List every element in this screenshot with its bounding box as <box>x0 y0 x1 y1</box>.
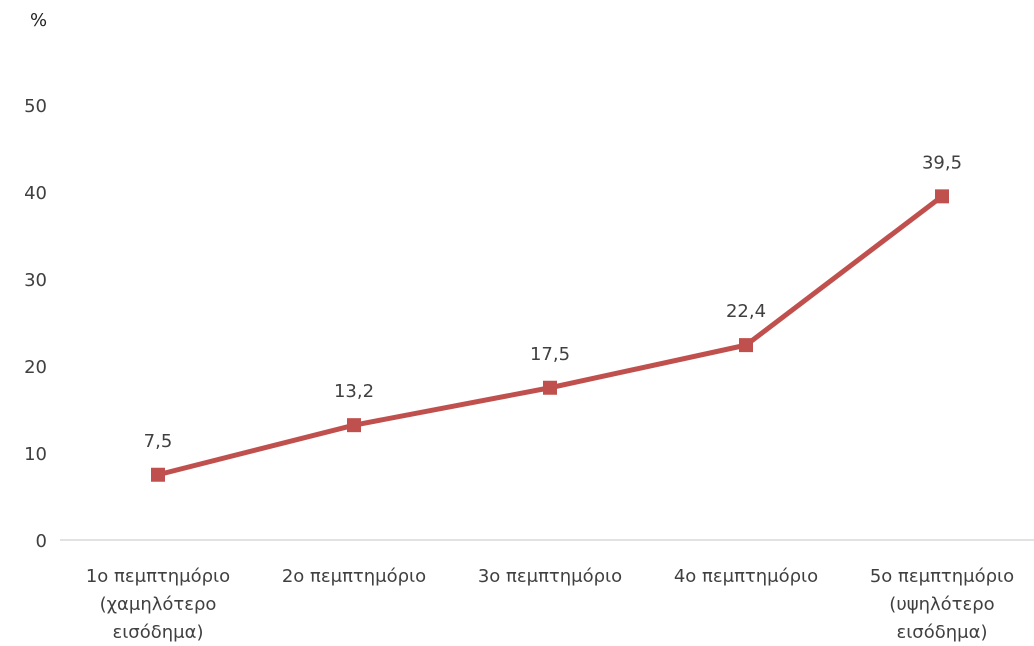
x-tick-label-line: 3ο πεμπτημόριο <box>478 566 622 587</box>
data-point-marker <box>543 380 557 395</box>
data-point-marker <box>739 338 753 353</box>
data-label: 17,5 <box>530 344 570 365</box>
data-labels: 7,5 13,2 17,5 22,4 39,5 <box>144 152 962 451</box>
series-markers <box>151 189 949 482</box>
x-tick-label-line: εισόδημα) <box>112 622 203 643</box>
y-axis-label: % <box>30 10 48 31</box>
y-tick-label: 50 <box>24 96 47 117</box>
x-tick-label-line: (χαμηλότερο <box>100 594 217 615</box>
x-tick-label-line: 1ο πεμπτημόριο <box>86 566 230 587</box>
data-point-marker <box>935 189 949 204</box>
data-point-marker <box>347 418 361 433</box>
x-tick-label-line: εισόδημα) <box>896 622 987 643</box>
y-tick-label: 10 <box>24 444 47 465</box>
y-tick-label: 20 <box>24 357 47 378</box>
data-label: 39,5 <box>922 152 962 173</box>
y-tick-label: 30 <box>24 270 47 291</box>
data-label: 22,4 <box>726 301 766 322</box>
x-tick-labels: 1ο πεμπτημόριο (χαμηλότερο εισόδημα) 2ο πεμ… <box>86 566 1014 643</box>
data-point-marker <box>151 467 165 482</box>
series-line <box>157 194 944 478</box>
data-label: 7,5 <box>144 431 173 452</box>
y-tick-label: 40 <box>24 183 47 204</box>
x-tick-label-line: 2ο πεμπτημόριο <box>282 566 426 587</box>
x-tick-label-line: 4ο πεμπτημόριο <box>674 566 818 587</box>
x-tick-label-line: (υψηλότερο <box>889 594 994 615</box>
x-tick-label-line: 5ο πεμπτημόριο <box>870 566 1014 587</box>
y-tick-labels: 0 10 20 30 40 50 <box>24 96 47 552</box>
y-tick-label: 0 <box>36 531 47 552</box>
x-tick-label: 3ο πεμπτημόριο <box>478 566 622 587</box>
data-label: 13,2 <box>334 381 374 402</box>
x-tick-label: 5ο πεμπτημόριο (υψηλότερο εισόδημα) <box>870 566 1014 643</box>
x-tick-label: 1ο πεμπτημόριο (χαμηλότερο εισόδημα) <box>86 566 230 643</box>
x-tick-label: 2ο πεμπτημόριο <box>282 566 426 587</box>
x-tick-label: 4ο πεμπτημόριο <box>674 566 818 587</box>
